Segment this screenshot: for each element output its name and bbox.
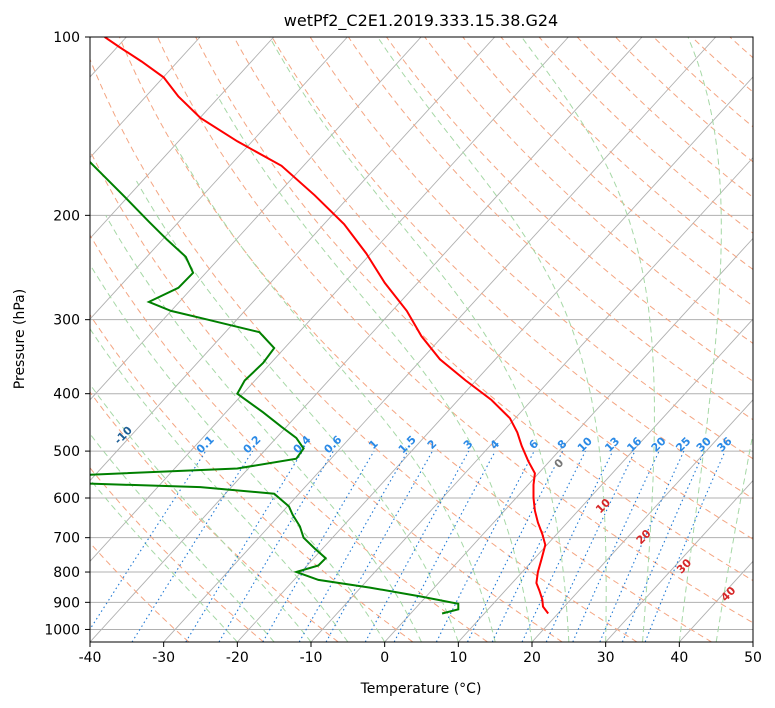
mixing-ratio-line	[364, 450, 470, 642]
moist-adiabat-line	[90, 263, 386, 642]
y-axis-label: Pressure (hPa)	[12, 289, 28, 389]
isotherm-line	[90, 37, 569, 562]
isotherm-line	[90, 37, 422, 401]
dry-adiabat-line	[90, 467, 264, 642]
y-tick-label: 800	[53, 565, 80, 581]
mixing-ratio-line	[90, 450, 207, 631]
moist-adiabat-line	[678, 37, 722, 642]
y-tick-label: 200	[53, 208, 80, 224]
x-tick-label: 0	[380, 650, 389, 666]
x-tick-label: 20	[523, 650, 541, 666]
isotherm-line	[90, 37, 275, 240]
moist-adiabat-line	[377, 37, 607, 642]
dry-adiabat-line	[195, 37, 753, 582]
moist-adiabat-line	[90, 478, 238, 642]
x-tick-label: 50	[744, 650, 762, 666]
y-tick-label: 500	[53, 444, 80, 460]
mixing-ratio-line	[467, 450, 564, 642]
y-tick-label: 400	[53, 387, 80, 403]
isotherm-line	[458, 318, 753, 642]
mixing-ratio-line	[262, 450, 375, 642]
moist-adiabat-line	[715, 430, 753, 642]
dry-adiabat-line	[90, 542, 190, 642]
moist-adiabat-line	[90, 327, 349, 642]
isotherm-line	[90, 37, 643, 642]
isotherm-grid	[90, 37, 753, 642]
isotherm-line	[384, 237, 753, 642]
dry-adiabat-line	[118, 37, 712, 642]
isotherm-line	[531, 399, 753, 642]
sounding-trace	[90, 160, 460, 615]
moist-adiabat-line	[105, 215, 422, 642]
moist-adiabats	[90, 37, 753, 642]
moist-adiabat-line	[216, 94, 533, 642]
isobar-grid	[90, 37, 753, 630]
isotherm-line	[605, 479, 753, 642]
moist-adiabat-line	[90, 433, 275, 642]
mixing-ratio-line	[393, 450, 496, 642]
isotherm-line	[90, 37, 201, 159]
mixing-ratio-line	[545, 450, 636, 642]
x-tick-label: 40	[670, 650, 688, 666]
y-axis-ticks: 100 200 300 400 500 600 700 800 900 1000	[44, 30, 90, 638]
y-tick-label: 700	[53, 531, 80, 547]
plot-frame	[89, 36, 754, 643]
isotherm-line	[163, 37, 717, 642]
dry-adiabat-line	[271, 37, 753, 500]
dry-adiabat-line	[90, 58, 638, 642]
mixing-ratio-line	[491, 450, 586, 642]
isotherm-line	[237, 76, 753, 642]
y-tick-label: 1000	[44, 622, 80, 638]
moist-adiabat-line	[136, 180, 459, 642]
y-tick-label: 100	[53, 30, 80, 46]
x-tick-label: 30	[597, 650, 615, 666]
moist-adiabat-line	[172, 141, 496, 642]
dry-adiabat-line	[386, 37, 753, 382]
dry-adiabat-line	[233, 37, 753, 540]
y-tick-label: 900	[53, 595, 80, 611]
isotherm-line	[90, 37, 496, 482]
sounding-traces	[90, 37, 549, 615]
mixing-ratio-line	[131, 450, 254, 642]
dry-adiabat-line	[90, 234, 488, 642]
dry-adiabat-line	[90, 149, 563, 642]
x-tick-label: -20	[226, 650, 249, 666]
moist-adiabat-line	[521, 37, 655, 642]
dry-adiabat-line	[309, 37, 753, 460]
mixing-ratio-line	[185, 450, 304, 642]
chart-title: wetPf2_C2E1.2019.333.15.38.G24	[284, 11, 558, 31]
y-tick-label: 600	[53, 491, 80, 507]
sounding-trace	[104, 37, 549, 615]
x-tick-label: -40	[79, 650, 102, 666]
moist-adiabat-line	[90, 383, 312, 642]
moist-adiabat-line	[269, 37, 570, 642]
x-axis-ticks: -40 -30 -20 -10 0 10 20 30 40 50	[79, 642, 762, 666]
x-tick-label: -10	[300, 650, 323, 666]
dry-adiabat-line	[157, 37, 753, 624]
x-axis-label: Temperature (°C)	[360, 681, 482, 697]
x-tick-label: 10	[449, 650, 467, 666]
isotherm-line	[90, 37, 348, 320]
mixing-ratio-lines	[90, 450, 726, 642]
mixing-ratio-line	[218, 450, 334, 642]
mixing-ratio-line	[521, 450, 614, 642]
x-tick-label: -30	[152, 650, 175, 666]
y-tick-label: 300	[53, 313, 80, 329]
dry-adiabat-line	[347, 37, 753, 421]
dry-adiabats	[90, 37, 753, 642]
